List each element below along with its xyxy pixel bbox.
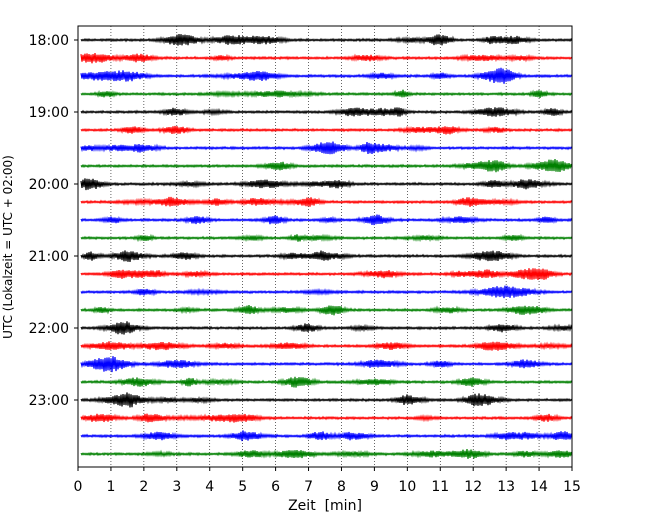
seismic-trace xyxy=(80,141,573,155)
y-tick-label: 23:00 xyxy=(29,393,69,409)
x-tick-label: 5 xyxy=(238,479,247,495)
seismic-trace xyxy=(80,268,573,280)
x-tick-label: 13 xyxy=(497,479,515,495)
plot-frame xyxy=(77,25,573,468)
y-axis-ticks: 18:00 19:00 20:00 21:00 22:00 23:00 xyxy=(29,33,78,409)
seismic-trace xyxy=(80,430,573,442)
x-tick-label: 10 xyxy=(398,479,416,495)
y-axis-label: UTC (Lokalzeit = UTC + 02:00) xyxy=(1,155,15,339)
seismic-trace xyxy=(80,178,573,191)
seismic-trace xyxy=(80,285,573,299)
y-tick-label: 20:00 xyxy=(29,177,69,193)
seismic-trace xyxy=(80,107,573,117)
seismic-trace xyxy=(80,356,573,373)
seismic-trace xyxy=(80,52,573,64)
seismic-trace xyxy=(80,413,573,423)
seismic-trace xyxy=(80,321,573,335)
x-tick-label: 9 xyxy=(370,479,379,495)
x-axis-ticks: 0 1 2 3 4 5 6 7 8 9 10 11 12 13 14 15 xyxy=(74,467,581,495)
seismic-trace xyxy=(80,67,573,84)
x-tick-label: 15 xyxy=(563,479,581,495)
seismic-trace xyxy=(80,376,573,388)
x-tick-label: 8 xyxy=(337,479,346,495)
traces xyxy=(80,33,573,459)
x-tick-label: 4 xyxy=(205,479,214,495)
x-tick-label: 2 xyxy=(139,479,148,495)
x-tick-label: 3 xyxy=(172,479,181,495)
y-tick-label: 19:00 xyxy=(29,105,69,121)
x-tick-label: 14 xyxy=(530,479,548,495)
seismic-trace xyxy=(80,305,573,316)
seismic-trace xyxy=(80,233,573,243)
y-tick-label: 18:00 xyxy=(29,33,69,49)
seismic-trace xyxy=(80,158,573,173)
seismic-trace xyxy=(80,125,573,135)
x-tick-label: 1 xyxy=(106,479,115,495)
y-tick-label: 22:00 xyxy=(29,321,69,337)
x-tick-label: 12 xyxy=(464,479,482,495)
seismic-trace xyxy=(80,250,573,263)
y-tick-label: 21:00 xyxy=(29,249,69,265)
seismic-trace xyxy=(80,196,573,207)
seismic-trace xyxy=(80,214,573,226)
seismic-trace xyxy=(80,449,573,459)
seismic-trace xyxy=(80,392,573,408)
x-tick-label: 11 xyxy=(431,479,449,495)
seismic-trace xyxy=(80,33,573,46)
seismic-trace xyxy=(80,89,573,99)
x-tick-label: 0 xyxy=(74,479,83,495)
x-tick-label: 6 xyxy=(271,479,280,495)
seismic-trace xyxy=(80,341,573,351)
x-axis-label: Zeit [min] xyxy=(288,498,362,514)
x-tick-label: 7 xyxy=(304,479,313,495)
